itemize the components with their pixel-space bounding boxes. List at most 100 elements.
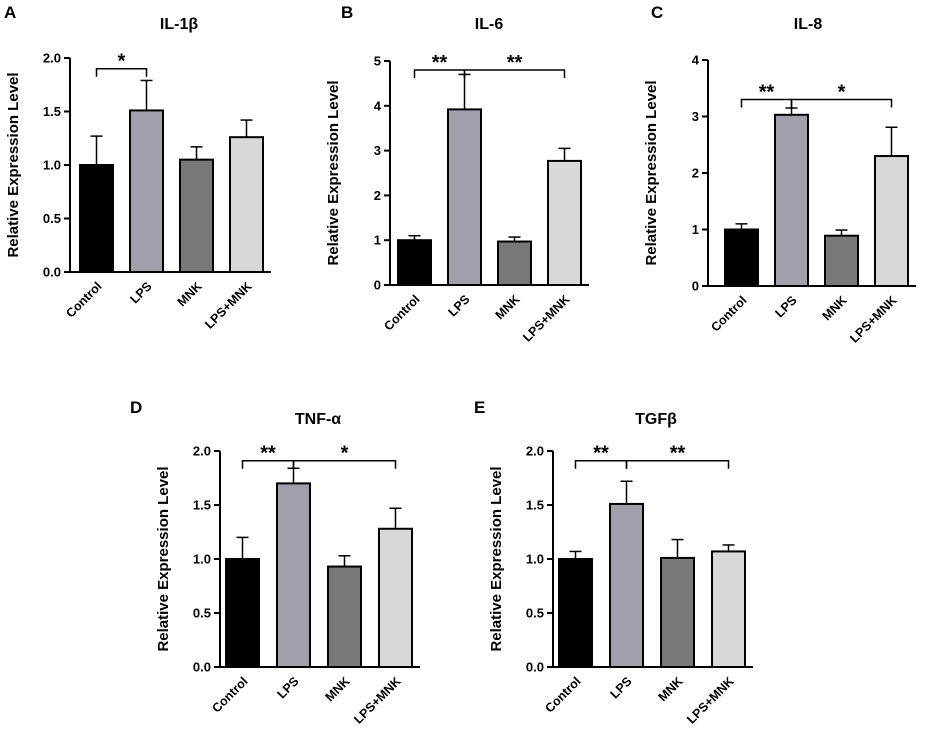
bar-mnk: [497, 240, 532, 287]
y-tick-label: 0.0: [193, 660, 211, 675]
significance-bracket: [790, 98, 893, 108]
x-tick-label: LPS: [275, 674, 302, 701]
x-tick-label: MNK: [656, 674, 686, 704]
y-axis-label: Relative Expression Level: [325, 80, 342, 265]
bar-control: [79, 164, 114, 273]
x-tick-label: LPS+MNK: [351, 674, 403, 726]
significance-label: **: [593, 443, 609, 465]
chart-title: TNF-α: [295, 411, 341, 428]
bar-lps: [609, 502, 644, 669]
x-tick-label: Control: [542, 674, 583, 715]
y-tick-label: 0.5: [43, 211, 61, 226]
panel-letter: E: [474, 398, 485, 417]
y-tick-label: 2: [374, 188, 381, 203]
chart-title: TGFβ: [635, 411, 677, 428]
bar-control: [724, 228, 759, 287]
bar-lps-mnk: [229, 136, 264, 273]
y-tick-label: 3: [692, 109, 699, 124]
x-tick-label: MNK: [175, 279, 205, 309]
y-axis-label: Relative Expression Level: [488, 466, 505, 651]
bar-control: [558, 558, 593, 668]
x-tick-label: LPS: [773, 293, 800, 320]
bar-lps: [774, 113, 809, 288]
significance-label: **: [432, 52, 448, 74]
chart-title: IL-6: [475, 16, 504, 33]
y-tick-label: 1: [692, 222, 699, 237]
x-tick-label: Control: [381, 292, 422, 333]
y-tick-label: 5: [374, 54, 381, 69]
y-tick-label: 2.0: [526, 444, 544, 459]
y-tick-label: 2.0: [193, 444, 211, 459]
y-axis-label: Relative Expression Level: [155, 466, 172, 651]
bar-control: [397, 239, 432, 286]
y-axis-label: Relative Expression Level: [643, 80, 660, 265]
chart-panel-a: A IL-1β Relative Expression Level 0.0 0.5 1.0…: [4, 3, 271, 332]
x-tick-label: LPS: [446, 292, 473, 319]
significance-label: **: [507, 52, 523, 74]
y-tick-label: 2.0: [43, 51, 61, 66]
x-tick-label: Control: [708, 293, 749, 334]
significance-label: *: [341, 443, 349, 465]
y-tick-label: 1.0: [526, 552, 544, 567]
x-tick-label: MNK: [323, 674, 353, 704]
bar-lps-mnk: [711, 550, 746, 668]
chart-panel-d: D TNF-α Relative Expression Level 0.0 0.5 1.0…: [130, 398, 420, 727]
y-tick-label: 0: [374, 278, 381, 293]
bar-mnk: [660, 556, 695, 668]
bar-lps: [447, 108, 482, 286]
y-axis-label: Relative Expression Level: [5, 72, 22, 257]
y-tick-label: 1.5: [43, 104, 61, 119]
y-tick-label: 4: [692, 53, 700, 68]
x-tick-label: Control: [209, 674, 250, 715]
chart-panel-b: B IL-6 Relative Expression Level 0 1 2 3 4 5 Cont…: [325, 3, 589, 345]
y-tick-label: 0.5: [193, 606, 211, 621]
x-tick-label: LPS+MNK: [520, 292, 572, 344]
x-tick-label: LPS+MNK: [202, 279, 254, 331]
bar-lps: [129, 109, 164, 274]
y-tick-label: 1.0: [193, 552, 211, 567]
y-tick-label: 1: [374, 233, 381, 248]
y-tick-label: 1.5: [193, 498, 211, 513]
significance-bracket: [95, 67, 148, 77]
significance-label: *: [118, 51, 126, 73]
bar-lps-mnk: [874, 155, 909, 287]
x-tick-label: LPS: [608, 674, 635, 701]
significance-label: **: [759, 82, 775, 104]
chart-panel-c: C IL-8 Relative Expression Level 0 1 2 3 4 Contr…: [643, 3, 916, 346]
significance-label: **: [670, 443, 686, 465]
y-tick-label: 0.0: [526, 660, 544, 675]
y-tick-label: 1.0: [43, 158, 61, 173]
bar-control: [225, 558, 260, 668]
x-tick-label: LPS+MNK: [684, 674, 736, 726]
y-tick-label: 1.5: [526, 498, 544, 513]
x-tick-label: MNK: [820, 293, 850, 323]
panel-letter: C: [651, 3, 663, 22]
significance-bracket: [292, 459, 397, 469]
panel-letter: D: [130, 398, 142, 417]
x-tick-label: LPS: [128, 279, 155, 306]
y-tick-label: 3: [374, 143, 381, 158]
x-tick-label: LPS+MNK: [847, 293, 899, 345]
y-tick-label: 2: [692, 166, 699, 181]
y-tick-label: 0.5: [526, 606, 544, 621]
panel-letter: B: [341, 3, 353, 22]
x-tick-label: MNK: [493, 292, 523, 322]
y-tick-label: 0.0: [43, 265, 61, 280]
x-tick-label: Control: [63, 279, 104, 320]
significance-bracket: [463, 69, 566, 78]
significance-bracket: [625, 459, 730, 469]
y-tick-label: 0: [692, 279, 699, 294]
significance-label: *: [838, 82, 846, 104]
bar-lps-mnk: [378, 527, 413, 669]
bar-lps-mnk: [547, 159, 582, 287]
chart-title: IL-1β: [160, 16, 198, 33]
bar-lps: [276, 482, 311, 668]
chart-title: IL-8: [794, 16, 823, 33]
bar-mnk: [327, 565, 362, 668]
bar-mnk: [824, 234, 859, 287]
bar-mnk: [179, 158, 214, 273]
panel-letter: A: [4, 3, 16, 22]
significance-label: **: [260, 443, 276, 465]
y-tick-label: 4: [374, 98, 382, 113]
